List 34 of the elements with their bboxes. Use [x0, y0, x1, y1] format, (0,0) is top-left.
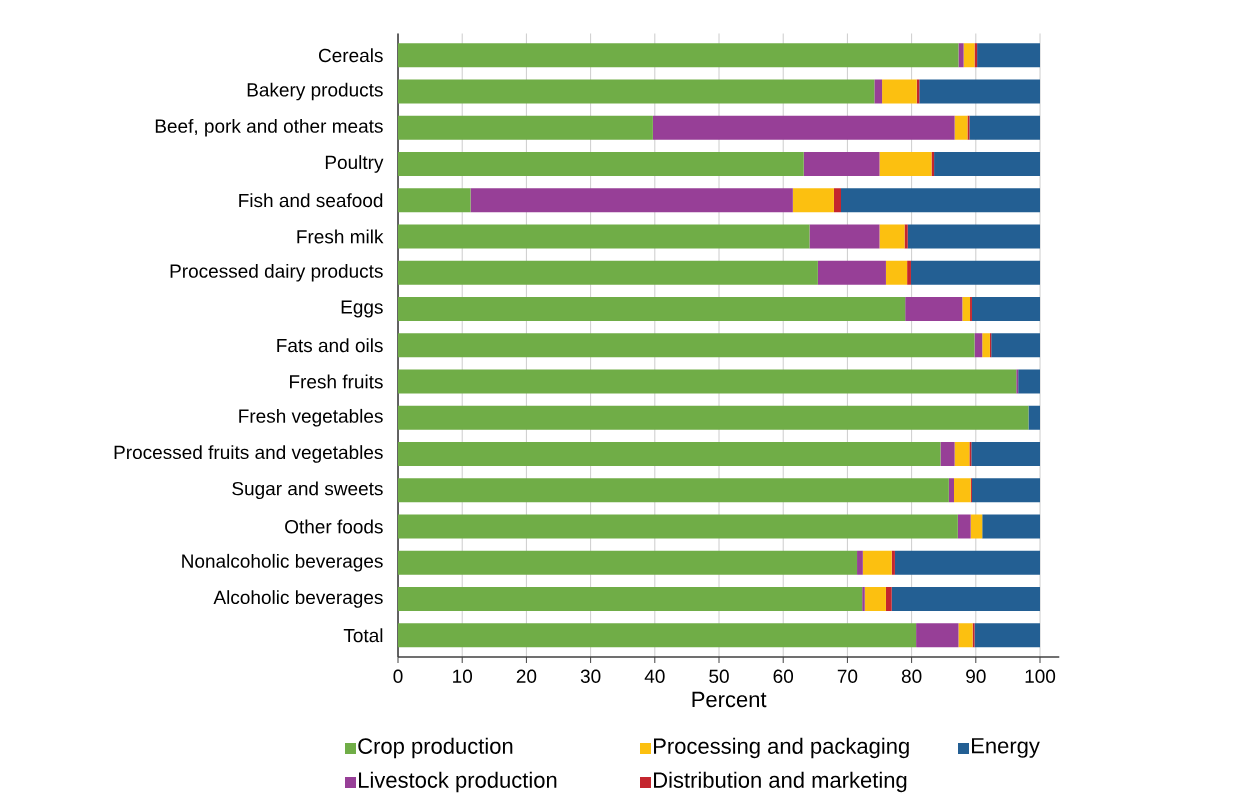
y-tick-label: Poultry [325, 155, 384, 173]
x-tick-label: 0 [393, 669, 403, 683]
legend-label: Energy [972, 738, 1040, 758]
y-tick-label: Nonalcoholic beverages [182, 553, 383, 572]
y-tick-label: Total [343, 628, 383, 643]
y-tick-label: Fats and oils [277, 338, 383, 353]
y-tick-label: Processed dairy products [170, 263, 383, 282]
x-axis-title: Percent [692, 691, 767, 708]
legend-label: Processing and packaging [654, 737, 909, 759]
x-tick-label: 60 [773, 669, 794, 683]
y-tick-label: Processed fruits and vegetables [114, 445, 383, 463]
legend-label: Distribution and marketing [654, 771, 907, 793]
y-tick-label: Alcoholic beverages [213, 590, 383, 608]
x-tick-label: 30 [580, 669, 601, 683]
x-tick-label: 20 [516, 669, 537, 683]
x-tick-label: 70 [837, 669, 858, 683]
legend-label: Livestock production [359, 771, 557, 793]
legend-label: Crop production [358, 737, 513, 759]
y-tick-label: Fresh fruits [290, 374, 383, 389]
y-tick-label: Fresh milk [297, 229, 384, 244]
y-tick-label: Cereals [318, 48, 383, 63]
y-tick-label: Fresh vegetables [239, 408, 383, 427]
y-tick-label: Fish and seafood [239, 193, 383, 208]
x-tick-label: 40 [644, 669, 665, 683]
x-tick-label: 100 [1025, 669, 1056, 683]
x-tick-label: 80 [901, 669, 922, 683]
y-tick-label: Eggs [341, 300, 383, 318]
x-tick-label: 90 [966, 669, 986, 683]
y-tick-label: Bakery products [247, 82, 383, 101]
y-tick-label: Other foods [285, 519, 383, 534]
y-tick-label: Sugar and sweets [232, 481, 383, 500]
y-tick-label: Beef, pork and other meats [155, 118, 383, 137]
x-tick-label: 50 [709, 669, 729, 683]
x-tick-label: 10 [453, 669, 473, 683]
